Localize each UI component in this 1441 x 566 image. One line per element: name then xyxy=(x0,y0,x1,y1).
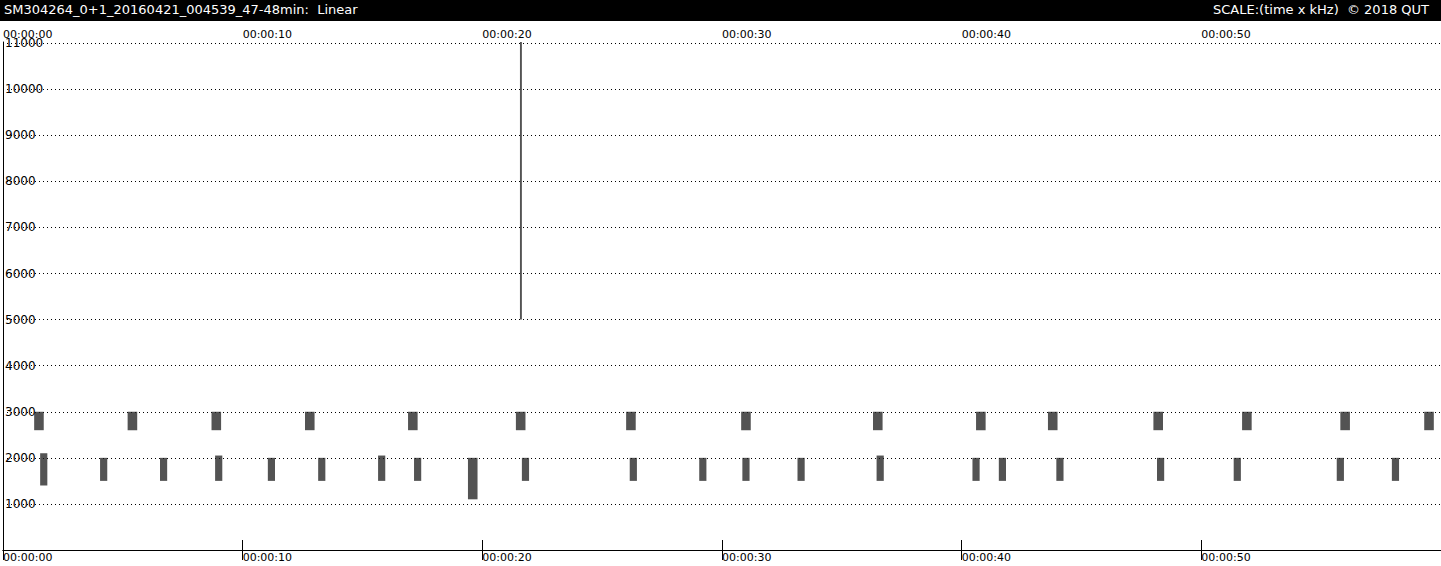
svg-text:SM304264_0+1_20160421_004539_4: SM304264_0+1_20160421_004539_47-48min: L… xyxy=(4,2,358,17)
svg-text:00:00:50: 00:00:50 xyxy=(1201,28,1250,41)
svg-text:2000: 2000 xyxy=(5,451,36,465)
svg-text:3000: 3000 xyxy=(5,405,36,419)
svg-text:00:00:00: 00:00:00 xyxy=(3,551,52,564)
svg-text:00:00:40: 00:00:40 xyxy=(962,551,1011,564)
svg-text:00:00:10: 00:00:10 xyxy=(243,28,292,41)
svg-text:10000: 10000 xyxy=(5,82,43,96)
svg-text:00:00:50: 00:00:50 xyxy=(1201,551,1250,564)
svg-text:00:00:20: 00:00:20 xyxy=(482,28,531,41)
svg-text:00:00:10: 00:00:10 xyxy=(243,551,292,564)
svg-text:4000: 4000 xyxy=(5,359,36,373)
svg-text:11000: 11000 xyxy=(5,36,44,51)
svg-text:9000: 9000 xyxy=(5,128,36,142)
svg-text:6000: 6000 xyxy=(5,267,36,281)
svg-text:00:00:20: 00:00:20 xyxy=(482,551,531,564)
svg-text:00:00:30: 00:00:30 xyxy=(722,28,771,41)
svg-text:00:00:00: 00:00:00 xyxy=(3,28,52,41)
svg-text:7000: 7000 xyxy=(5,220,36,234)
svg-text:SCALE:(time x kHz) © 2018 QUT: SCALE:(time x kHz) © 2018 QUT xyxy=(1213,2,1429,17)
svg-text:00:00:40: 00:00:40 xyxy=(962,28,1011,41)
svg-text:00:00:30: 00:00:30 xyxy=(722,551,771,564)
svg-text:5000: 5000 xyxy=(5,313,36,327)
svg-text:1000: 1000 xyxy=(5,497,36,511)
svg-text:8000: 8000 xyxy=(5,174,36,188)
